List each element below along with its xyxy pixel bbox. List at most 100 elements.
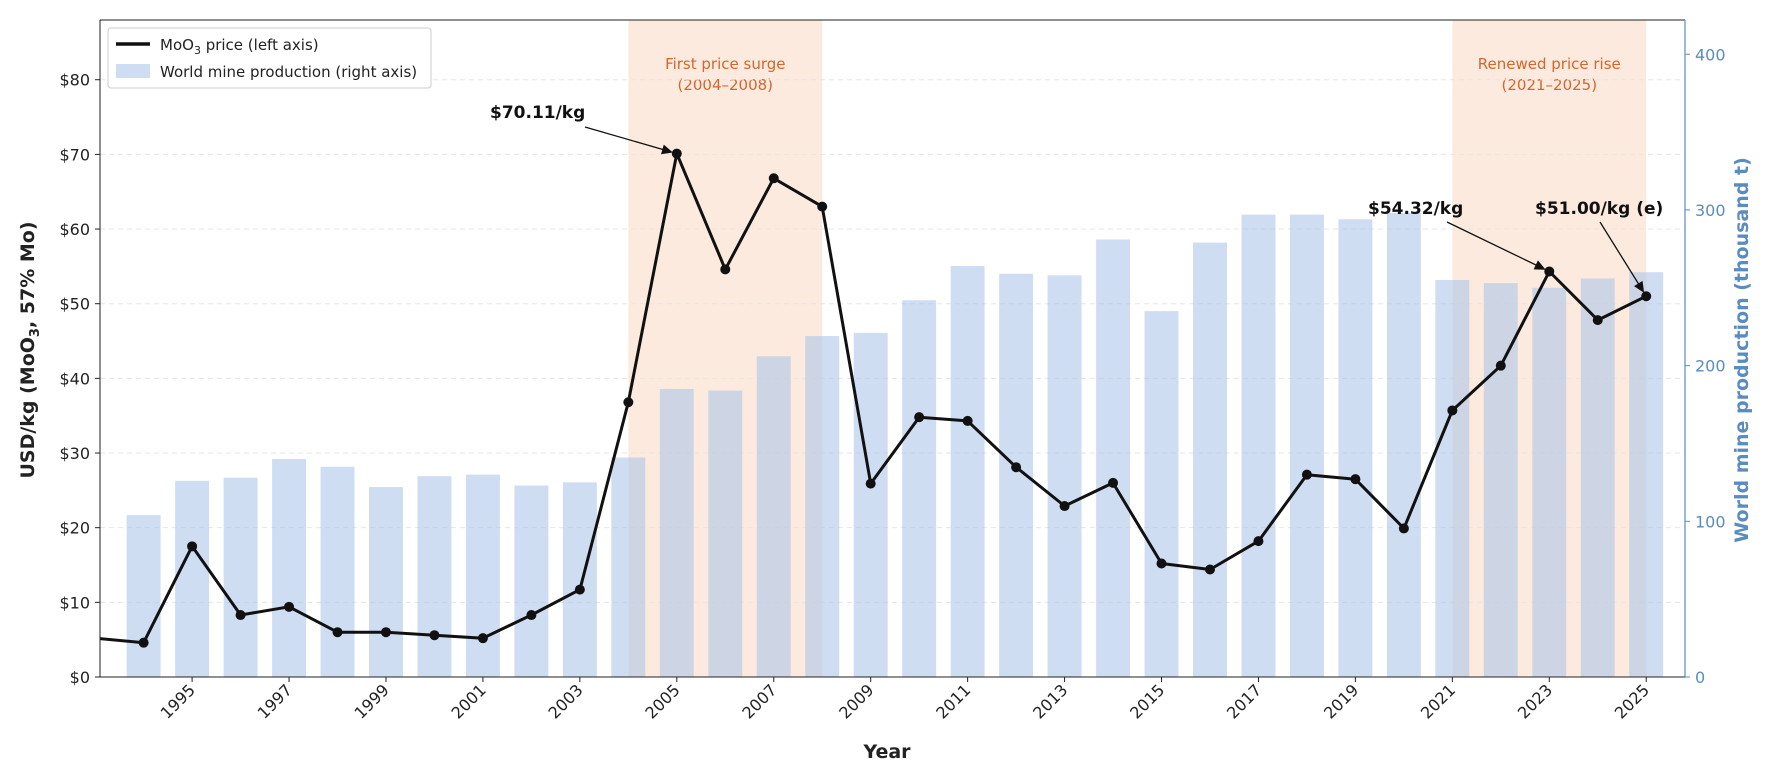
x-tick-label: 2025 xyxy=(1611,680,1653,722)
production-bar xyxy=(611,457,646,677)
x-tick-label: 2015 xyxy=(1126,680,1168,722)
legend-box xyxy=(107,27,432,89)
production-bar xyxy=(1386,213,1421,678)
annotation-arrowhead xyxy=(661,144,673,155)
production-bar xyxy=(369,487,403,677)
production-bar xyxy=(950,265,985,677)
x-tick-label: 2019 xyxy=(1320,680,1362,722)
production-bar xyxy=(514,485,549,677)
left-tick-label: $10 xyxy=(59,593,90,612)
price-point xyxy=(284,601,295,612)
production-bar xyxy=(126,515,161,677)
price-point xyxy=(962,415,973,426)
legend-price-label: MoO3 price (left axis) xyxy=(160,36,319,57)
x-tick-label: 2001 xyxy=(448,680,490,722)
x-tick-label: 2005 xyxy=(641,680,683,722)
price-point xyxy=(720,264,731,275)
left-tick-label: $40 xyxy=(59,369,90,388)
x-tick-label: 2013 xyxy=(1029,680,1071,722)
price-line-group xyxy=(100,148,1652,648)
x-tick-label: 2011 xyxy=(932,680,974,722)
annotation-label: $70.11/kg xyxy=(490,103,585,123)
production-bar xyxy=(1289,214,1324,677)
annotation-arrow xyxy=(584,126,672,153)
x-tick-label: 2017 xyxy=(1223,680,1265,722)
price-point xyxy=(1495,360,1506,371)
x-tick-label: 1997 xyxy=(254,680,296,722)
x-tick-label: 2009 xyxy=(835,680,877,722)
x-tick-label: 1995 xyxy=(157,680,199,722)
x-tick-label: 2023 xyxy=(1514,680,1556,722)
price-point xyxy=(671,148,682,159)
production-bar xyxy=(1096,239,1131,677)
right-tick-label: 200 xyxy=(1695,357,1726,376)
x-tick-label: 2021 xyxy=(1417,680,1459,722)
price-point xyxy=(1350,474,1361,485)
production-bar xyxy=(562,482,597,677)
left-tick-label: $80 xyxy=(59,71,90,90)
price-point xyxy=(1447,405,1458,416)
plot-frame xyxy=(99,19,1686,678)
left-tick-label: $0 xyxy=(70,668,90,687)
production-bar xyxy=(708,390,743,677)
price-point xyxy=(1156,558,1167,569)
price-point xyxy=(429,630,440,641)
price-point xyxy=(477,633,488,644)
price-point xyxy=(768,173,779,184)
legend-bar-swatch xyxy=(116,64,150,78)
production-bar xyxy=(223,477,258,677)
price-point xyxy=(623,397,634,408)
annotations: $70.11/kg $54.32/kg $51.00/kg (e) xyxy=(490,103,1663,293)
price-point xyxy=(914,412,925,423)
production-bar xyxy=(1338,219,1373,678)
annotation-arrow xyxy=(1446,221,1545,270)
production-bar xyxy=(1241,214,1276,677)
price-point xyxy=(1398,523,1409,534)
annotation-label: $51.00/kg (e) xyxy=(1535,199,1663,219)
price-point xyxy=(332,627,343,638)
production-bar xyxy=(417,476,452,677)
production-bar xyxy=(756,356,791,677)
legend-production-label: World mine production (right axis) xyxy=(160,63,417,81)
production-bar xyxy=(465,474,500,677)
production-bar xyxy=(1193,242,1227,678)
production-bar xyxy=(1532,287,1567,677)
production-bar xyxy=(1580,278,1615,677)
price-point xyxy=(1641,291,1652,302)
price-point xyxy=(187,541,198,552)
annotation-label: $54.32/kg xyxy=(1368,199,1463,219)
left-tick-label: $20 xyxy=(59,519,90,538)
annotation-arrow xyxy=(1599,221,1644,292)
price-point xyxy=(138,637,149,648)
region-label: (2004–2008) xyxy=(677,76,773,94)
price-point xyxy=(1544,266,1555,277)
price-point xyxy=(817,201,828,212)
price-point xyxy=(574,584,585,595)
production-bar xyxy=(320,466,355,677)
legend: MoO3 price (left axis) World mine produc… xyxy=(107,27,432,89)
price-point xyxy=(1108,477,1119,488)
x-tick-label: 2003 xyxy=(544,680,586,722)
production-bar xyxy=(1483,283,1518,677)
region-label: (2021–2025) xyxy=(1502,76,1598,94)
production-bar xyxy=(272,459,307,677)
left-tick-label: $60 xyxy=(59,220,90,239)
price-point xyxy=(1592,315,1603,326)
left-tick-label: $50 xyxy=(59,295,90,314)
x-tick-label: 2007 xyxy=(738,680,780,722)
right-tick-label: 300 xyxy=(1695,201,1726,220)
price-point xyxy=(1204,564,1215,575)
annotation-arrowhead xyxy=(1634,280,1645,293)
price-point xyxy=(1301,469,1312,480)
region-label: Renewed price rise xyxy=(1478,55,1621,73)
x-tick-label: 1999 xyxy=(351,680,393,722)
region-label: First price surge xyxy=(665,55,785,73)
price-point xyxy=(526,610,537,621)
production-bar xyxy=(1047,275,1082,677)
right-tick-label: 0 xyxy=(1695,668,1705,687)
production-bar xyxy=(1435,279,1470,677)
price-point xyxy=(380,627,391,638)
y-axis-right-title: World mine production (thousand t) xyxy=(1731,157,1753,542)
